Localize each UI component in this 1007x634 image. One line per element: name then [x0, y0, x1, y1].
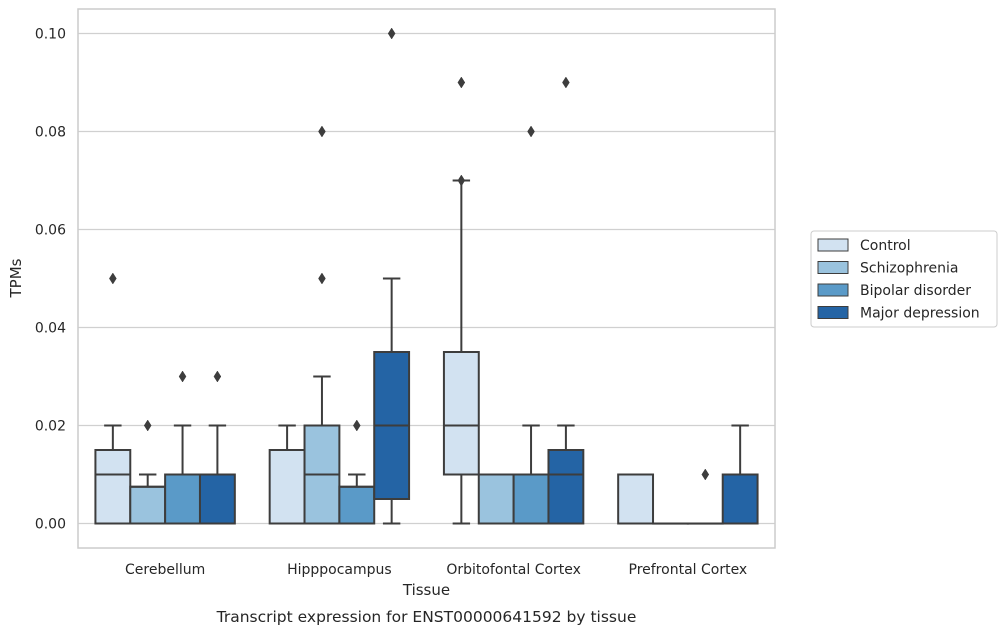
x-tick-label: Hipppocampus — [287, 562, 392, 578]
box-major-depression — [721, 424, 759, 525]
legend-label: Schizophrenia — [860, 261, 958, 277]
outlier-point — [143, 419, 152, 432]
plot-frame — [77, 8, 776, 549]
box-bipolar-disorder — [338, 419, 376, 525]
box-control — [617, 473, 655, 525]
y-tick-label: 0.08 — [35, 125, 66, 141]
legend-label: Bipolar disorder — [860, 283, 971, 299]
y-tick-label: 0.10 — [35, 27, 66, 43]
outlier-point — [387, 27, 396, 40]
legend-swatch — [817, 261, 849, 274]
box-body — [721, 473, 759, 525]
box-body — [94, 449, 132, 525]
box-control — [268, 424, 306, 525]
box-bipolar-disorder — [164, 370, 201, 525]
legend-swatch — [817, 306, 849, 319]
y-tick-label: 0.04 — [35, 321, 66, 337]
legend-label: Control — [860, 238, 911, 254]
legend-swatch — [817, 283, 849, 297]
box-body — [164, 473, 201, 525]
box-major-depression — [198, 370, 236, 525]
box-schizophrenia — [303, 125, 341, 525]
y-tick-label: 0.02 — [35, 419, 66, 435]
box-series — [94, 27, 759, 525]
outlier-point — [109, 272, 117, 285]
box-bipolar-disorder — [512, 125, 550, 525]
outlier-point — [318, 125, 326, 138]
box-body — [129, 485, 167, 525]
x-tick-label: Cerebellum — [125, 562, 205, 578]
box-schizophrenia — [477, 473, 515, 525]
y-axis-title: TPMs — [7, 258, 25, 298]
outlier-point — [353, 419, 361, 432]
legend-frame — [810, 230, 998, 328]
outlier-point — [318, 272, 326, 285]
box-body — [617, 473, 655, 525]
box-body — [198, 473, 236, 525]
box-major-depression — [547, 76, 585, 525]
box-body — [442, 351, 480, 476]
box-schizophrenia — [129, 419, 167, 525]
legend-swatch — [817, 238, 849, 252]
box-body — [268, 449, 306, 525]
x-tick-label: Orbitofontal Cortex — [446, 562, 581, 578]
outlier-point — [213, 370, 222, 383]
y-tick-label: 0.06 — [35, 223, 66, 239]
outlier-point — [701, 468, 710, 481]
box-body — [547, 449, 585, 525]
outlier-point — [178, 370, 187, 383]
x-axis-title: Tissue — [402, 581, 450, 599]
x-tick-label: Prefrontal Cortex — [629, 562, 748, 578]
x-tick-labels: Cerebellum Hipppocampus Orbitofontal Corte… — [125, 562, 747, 578]
outlier-point — [457, 76, 466, 89]
outlier-point — [457, 174, 466, 187]
legend: Control Schizophrenia Bipolar disorder Majo… — [810, 230, 998, 328]
box-body — [477, 473, 515, 525]
box-body — [512, 473, 550, 525]
box-bipolar-disorder — [686, 468, 724, 525]
box-body — [338, 485, 376, 525]
box-major-depression — [373, 27, 411, 525]
box-control — [442, 76, 480, 525]
box-control — [94, 272, 132, 525]
y-tick-label: 0.00 — [35, 517, 66, 533]
legend-label: Major depression — [860, 306, 980, 322]
chart-caption: Transcript expression for ENST0000064159… — [216, 608, 637, 626]
y-tick-labels: 0.00 0.02 0.04 0.06 0.08 0.10 — [35, 27, 66, 533]
outlier-point — [562, 76, 570, 89]
outlier-point — [527, 125, 535, 138]
